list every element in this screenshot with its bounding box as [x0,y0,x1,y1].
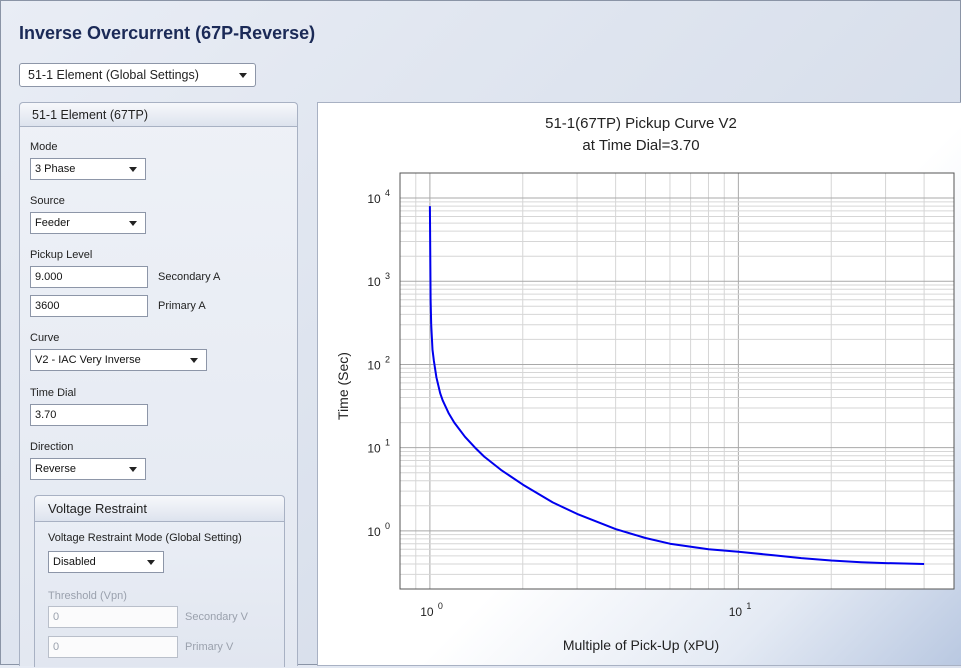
y-tick-exponent: 0 [385,521,390,531]
threshold-secondary-unit: Secondary V [185,611,248,623]
x-tick-label: 10 [729,605,743,619]
voltage-restraint-mode-value: Disabled [53,556,96,568]
y-tick-label: 10 [367,525,381,539]
page-title: Inverse Overcurrent (67P-Reverse) [19,23,316,43]
mode-label: Mode [30,141,58,153]
pickup-curve-line [428,206,925,565]
chevron-down-icon [129,467,137,472]
source-label: Source [30,195,65,207]
curve-select[interactable]: V2 - IAC Very Inverse [30,349,207,371]
pickup-secondary-unit: Secondary A [158,271,221,283]
threshold-label: Threshold (Vpn) [48,590,127,602]
pickup-level-label: Pickup Level [30,249,93,261]
axis-ticks: 10 0 10 110 010 110 210 310 4 [367,188,751,619]
pickup-secondary-input[interactable]: 9.000 [30,266,148,288]
chart-grid [399,172,955,590]
voltage-restraint-title: Voltage Restraint [35,496,284,522]
voltage-restraint-panel: Voltage Restraint Voltage Restraint Mode… [34,495,285,667]
chevron-down-icon [147,560,155,565]
curve-value: V2 - IAC Very Inverse [35,354,141,366]
plot-area [400,173,954,589]
y-tick-label: 10 [367,442,381,456]
mode-select[interactable]: 3 Phase [30,158,146,180]
y-axis-label: Time (Sec) [335,352,351,420]
source-select[interactable]: Feeder [30,212,146,234]
element-settings-selected: 51-1 Element (Global Settings) [28,68,199,82]
y-tick-exponent: 4 [385,188,390,198]
pickup-primary-input[interactable]: 3600 [30,295,148,317]
direction-value: Reverse [35,463,76,475]
chevron-down-icon [129,167,137,172]
chart-subtitle: at Time Dial=3.70 [582,137,699,154]
y-tick-label: 10 [367,192,381,206]
y-tick-exponent: 2 [385,354,390,364]
mode-value: 3 Phase [35,163,76,175]
panel-title: 51-1 Element (67TP) [20,103,297,127]
chevron-down-icon [190,358,198,363]
time-dial-label: Time Dial [30,387,77,399]
direction-label: Direction [30,441,74,453]
y-tick-label: 10 [367,358,381,372]
chevron-down-icon [129,221,137,226]
element-settings-panel: 51-1 Element (67TP) Mode 3 Phase Source … [19,102,298,667]
pickup-primary-unit: Primary A [158,300,206,312]
y-tick-exponent: 1 [385,438,390,448]
x-tick-label: 10 [420,605,434,619]
threshold-primary-unit: Primary V [185,641,234,653]
plot-frame [399,172,955,590]
voltage-restraint-mode-label: Voltage Restraint Mode (Global Setting) [48,532,242,544]
x-tick-exponent: 1 [746,601,751,611]
source-value: Feeder [35,217,70,229]
direction-select[interactable]: Reverse [30,458,146,480]
time-dial-input[interactable]: 3.70 [30,404,148,426]
threshold-secondary-input[interactable]: 0 [48,606,178,628]
y-tick-exponent: 3 [385,271,390,281]
element-settings-dropdown[interactable]: 51-1 Element (Global Settings) [19,63,256,87]
threshold-primary-input[interactable]: 0 [48,636,178,658]
y-tick-label: 10 [367,275,381,289]
curve-label: Curve [30,332,60,344]
chart-title: 51-1(67TP) Pickup Curve V2 [545,115,737,132]
x-tick-exponent: 0 [438,601,443,611]
x-axis-label: Multiple of Pick-Up (xPU) [563,637,719,653]
chart-series [428,206,925,565]
chevron-down-icon [239,73,247,78]
voltage-restraint-mode-select[interactable]: Disabled [48,551,164,573]
pickup-curve-chart: 51-1(67TP) Pickup Curve V2 at Time Dial=… [317,102,961,666]
chart-canvas: 51-1(67TP) Pickup Curve V2 at Time Dial=… [335,115,955,653]
